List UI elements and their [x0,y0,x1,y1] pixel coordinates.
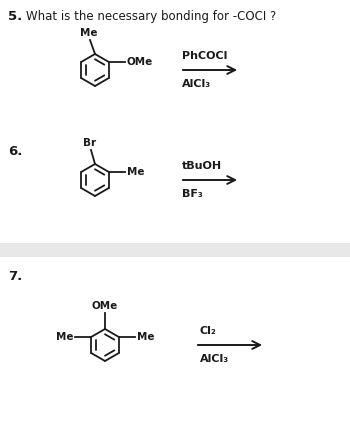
Text: Me: Me [127,167,144,177]
Text: OMe: OMe [127,57,153,67]
Text: Br: Br [83,138,97,148]
Text: 7.: 7. [8,270,22,283]
Text: PhCOCl: PhCOCl [182,51,228,61]
Text: Me: Me [56,332,73,342]
Text: Cl₂: Cl₂ [200,326,217,336]
Text: Me: Me [80,28,98,38]
Text: tBuOH: tBuOH [182,161,222,171]
Text: AlCl₃: AlCl₃ [200,354,229,364]
Text: Me: Me [137,332,154,342]
Text: AlCl₃: AlCl₃ [182,79,211,89]
Text: BF₃: BF₃ [182,189,203,199]
Text: 6.: 6. [8,145,22,158]
Text: 5.: 5. [8,10,22,23]
Text: OMe: OMe [92,301,118,311]
Text: What is the necessary bonding for -COCI ?: What is the necessary bonding for -COCI … [26,10,276,23]
